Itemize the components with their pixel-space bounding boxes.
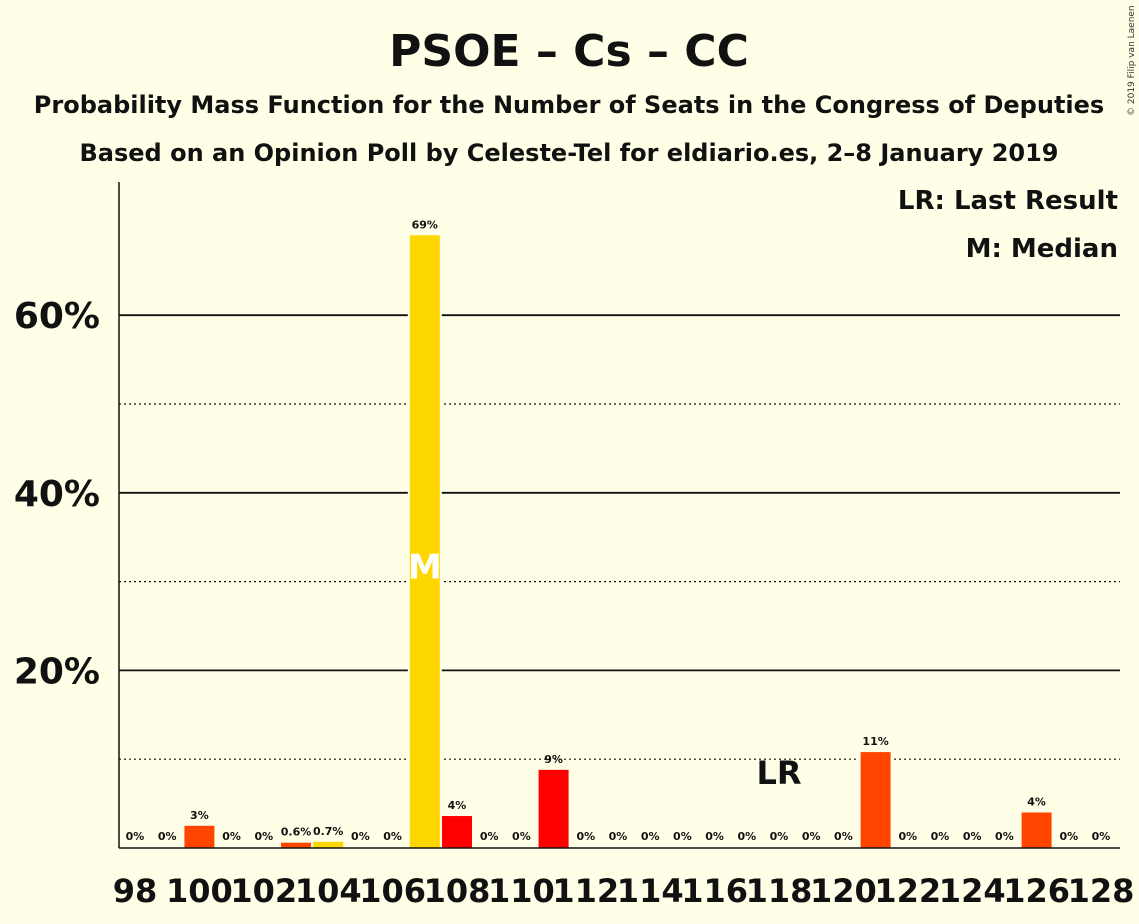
bar-value-label: 0% <box>898 830 917 843</box>
bar-value-label: 0% <box>576 830 595 843</box>
chart-title: PSOE – Cs – CC <box>389 26 749 77</box>
bar-value-label: 0% <box>802 830 821 843</box>
bar <box>442 816 472 848</box>
bar-value-label: 0% <box>995 830 1014 843</box>
bar <box>184 825 215 848</box>
markers: M LR <box>408 547 802 792</box>
x-tick-label: 108 <box>424 872 491 910</box>
x-tick-label: 100 <box>166 872 233 910</box>
x-tick-label: 98 <box>113 872 158 910</box>
grid-lines <box>119 314 1120 760</box>
x-tick-label: 106 <box>359 872 426 910</box>
bar-value-label: 9% <box>544 753 563 766</box>
bar-value-label: 0% <box>1059 830 1078 843</box>
x-tick-label: 122 <box>874 872 941 910</box>
x-tick-label: 112 <box>552 872 619 910</box>
x-tick-label: 124 <box>939 872 1006 910</box>
bar-value-label: 0% <box>609 830 628 843</box>
x-tick-label: 128 <box>1068 872 1135 910</box>
bar-value-label: 4% <box>448 799 467 812</box>
bar <box>313 841 344 848</box>
bar <box>538 769 569 848</box>
bars <box>182 233 1054 848</box>
bar-value-label: 0% <box>254 830 273 843</box>
bar <box>409 235 440 848</box>
x-tick-label: 114 <box>617 872 684 910</box>
bar <box>1021 812 1052 848</box>
y-axis-ticks: 20% 40% 60% <box>14 296 100 692</box>
bar-value-label: 0% <box>351 830 370 843</box>
x-tick-label: 120 <box>810 872 877 910</box>
x-tick-label: 102 <box>230 872 297 910</box>
bar-value-label: 69% <box>412 218 438 231</box>
bar-value-label: 0% <box>222 830 241 843</box>
bar-value-label: 4% <box>1027 795 1046 808</box>
bar <box>860 752 891 848</box>
bar-value-label: 0% <box>834 830 853 843</box>
y-tick-label: 20% <box>14 651 100 692</box>
bar-value-label: 0% <box>158 830 177 843</box>
bar-value-label: 0% <box>512 830 531 843</box>
chart-subtitle-2: Based on an Opinion Poll by Celeste-Tel … <box>80 139 1059 167</box>
bar-value-label: 0% <box>931 830 950 843</box>
bar-value-label: 0% <box>126 830 145 843</box>
bar-value-label: 11% <box>862 735 888 748</box>
bar-value-label: 0% <box>770 830 789 843</box>
bar-labels: 0% 0% 3% 0% 0% 0.6% 0.7% 0% 0% 69% 4% 0% 0% 9% 0% 0% 0% 0… <box>126 218 1111 843</box>
x-tick-label: 126 <box>1003 872 1070 910</box>
bar-value-label: 0% <box>480 830 499 843</box>
bar-value-label: 0% <box>963 830 982 843</box>
x-tick-label: 104 <box>295 872 362 910</box>
x-tick-label: 110 <box>488 872 555 910</box>
bar-value-label: 0.7% <box>313 825 344 838</box>
bar <box>281 842 311 848</box>
bar-value-label: 0% <box>641 830 660 843</box>
bar-value-label: 0% <box>1092 830 1111 843</box>
legend-last-result: LR: Last Result <box>898 186 1118 216</box>
chart-subtitle-1: Probability Mass Function for the Number… <box>34 91 1104 119</box>
bar-value-label: 0.6% <box>281 826 312 839</box>
y-tick-label: 60% <box>14 296 100 337</box>
bar-value-label: 0% <box>383 830 402 843</box>
copyright-text: © 2019 Filip van Laenen <box>1127 5 1137 116</box>
x-tick-label: 116 <box>681 872 748 910</box>
bar-value-label: 0% <box>737 830 756 843</box>
x-axis-ticks: 98 10010210410610811011211411611812012212… <box>113 872 1135 910</box>
x-tick-label: 118 <box>746 872 813 910</box>
bar-value-label: 0% <box>673 830 692 843</box>
last-result-marker: LR <box>756 754 801 792</box>
bar-value-label: 3% <box>190 809 209 822</box>
median-marker: M <box>408 547 442 587</box>
legend-median: M: Median <box>966 234 1118 264</box>
y-tick-label: 40% <box>14 474 100 515</box>
bar-value-label: 0% <box>705 830 724 843</box>
